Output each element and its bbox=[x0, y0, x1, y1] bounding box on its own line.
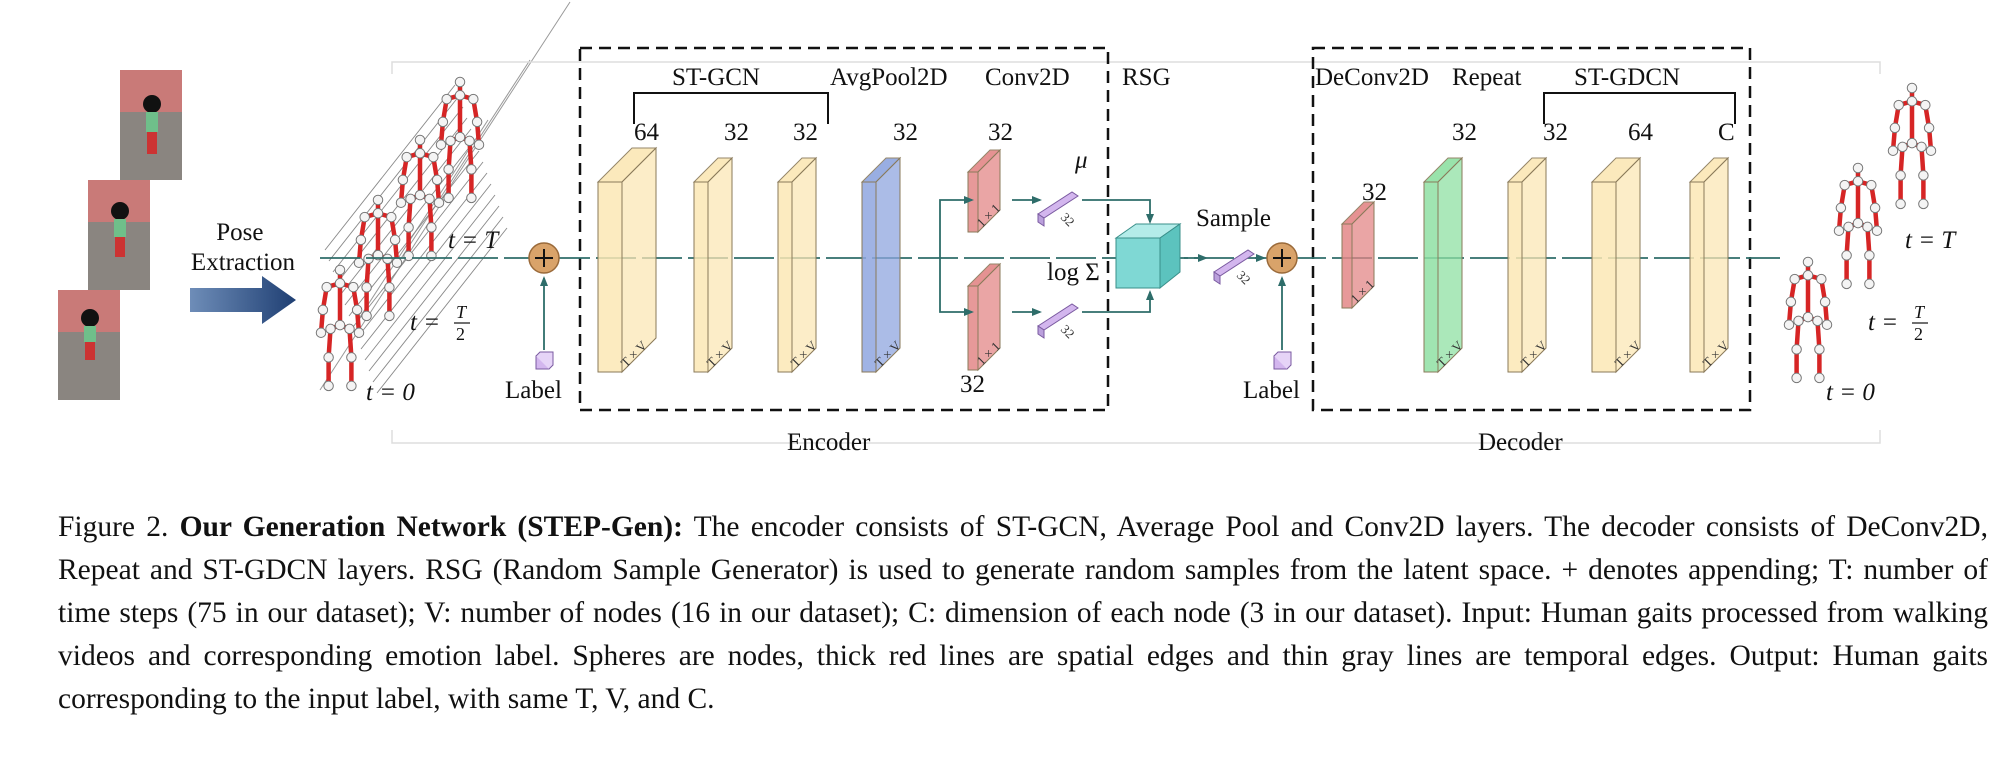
sigma-vector: 32 bbox=[1037, 303, 1079, 342]
svg-text:32: 32 bbox=[1058, 322, 1078, 342]
caption-figure-number: Figure 2. bbox=[58, 511, 180, 543]
encoder-box bbox=[578, 46, 1110, 412]
channel-32-sigma: 32 bbox=[960, 371, 985, 398]
label-cube-decoder bbox=[1273, 351, 1292, 370]
input-skeleton-sequence bbox=[315, 1, 571, 394]
time-label-0-input: t = 0 bbox=[366, 379, 415, 406]
repeat-label: Repeat bbox=[1452, 64, 1521, 91]
append-node-encoder bbox=[528, 242, 560, 274]
log-sigma-label: log Σ bbox=[1047, 259, 1100, 286]
dec-channel-64: 64 bbox=[1628, 119, 1654, 146]
append-node-decoder bbox=[1266, 242, 1298, 274]
label-cube-encoder bbox=[535, 351, 554, 370]
conv2d-label: Conv2D bbox=[985, 64, 1070, 91]
st-gdcn-bracket bbox=[1543, 92, 1736, 124]
mu-label: μ bbox=[1074, 147, 1088, 174]
svg-text:t =: t = bbox=[1868, 309, 1898, 336]
avgpool-label: AvgPool2D bbox=[830, 64, 948, 91]
pose-label-line2: Extraction bbox=[191, 249, 296, 276]
dec-channel-32-gdcn: 32 bbox=[1543, 119, 1568, 146]
sample-label: Sample bbox=[1196, 205, 1271, 232]
st-gdcn-layer-3: T × V bbox=[1688, 156, 1732, 374]
decoder-title: Decoder bbox=[1478, 429, 1563, 456]
figure-caption: Figure 2. Our Generation Network (STEP-G… bbox=[58, 506, 1988, 721]
input-video-frames bbox=[58, 70, 182, 400]
repeat-layer: T × V bbox=[1422, 156, 1466, 374]
conv-layer-sigma: 1 × 1 bbox=[966, 262, 1003, 372]
svg-text:t =: t = bbox=[410, 309, 440, 336]
channel-32-b: 32 bbox=[793, 119, 818, 146]
deconv-layer: 1 × 1 bbox=[1340, 200, 1377, 310]
label-text-encoder: Label bbox=[505, 377, 562, 404]
channel-32-pool: 32 bbox=[893, 119, 918, 146]
st-gcn-label: ST-GCN bbox=[672, 64, 760, 91]
channel-64: 64 bbox=[634, 119, 660, 146]
pose-extraction-arrow bbox=[190, 276, 296, 324]
rsg-cube bbox=[1114, 223, 1182, 290]
output-skeletons bbox=[1783, 82, 1937, 384]
time-label-half-output: t = T 2 bbox=[1868, 302, 1928, 344]
svg-text:T: T bbox=[456, 302, 468, 322]
mu-vector: 32 bbox=[1037, 191, 1079, 230]
pose-label-line1: Pose bbox=[216, 219, 263, 246]
st-gcn-bracket bbox=[633, 92, 829, 124]
pose-extraction-label: Pose Extraction bbox=[191, 219, 296, 276]
svg-text:2: 2 bbox=[1914, 324, 1923, 344]
time-label-0-output: t = 0 bbox=[1826, 379, 1875, 406]
time-label-half-input: t = T 2 bbox=[410, 302, 470, 344]
channel-32-mu: 32 bbox=[988, 119, 1013, 146]
avgpool-layer: T × V bbox=[860, 156, 904, 374]
sample-vector: 32 bbox=[1213, 249, 1255, 288]
dec-channel-32-repeat: 32 bbox=[1452, 119, 1477, 146]
st-gcn-layer-3: T × V bbox=[776, 156, 820, 374]
time-label-T-input: t = T bbox=[448, 227, 500, 254]
svg-text:32: 32 bbox=[1234, 268, 1254, 288]
caption-title: Our Generation Network (STEP-Gen): bbox=[179, 511, 683, 543]
label-text-decoder: Label bbox=[1243, 377, 1300, 404]
network-diagram: Pose Extraction t = T t = T 2 t = 0 ST-G… bbox=[58, 1, 1957, 456]
svg-text:2: 2 bbox=[456, 324, 465, 344]
rsg-label: RSG bbox=[1122, 64, 1171, 91]
decoder-box bbox=[1311, 46, 1752, 412]
dec-channel-32-deconv: 32 bbox=[1362, 179, 1387, 206]
svg-text:T: T bbox=[1914, 302, 1926, 322]
channel-32-a: 32 bbox=[724, 119, 749, 146]
encoder-title: Encoder bbox=[787, 429, 871, 456]
deconv-label: DeConv2D bbox=[1315, 64, 1429, 91]
st-gdcn-layer-2: T × V bbox=[1590, 156, 1644, 374]
st-gdcn-label: ST-GDCN bbox=[1574, 64, 1680, 91]
time-label-T-output: t = T bbox=[1905, 227, 1957, 254]
st-gdcn-layer-1: T × V bbox=[1506, 156, 1550, 374]
st-gcn-layer-2: T × V bbox=[692, 156, 736, 374]
conv-layer-mu: 1 × 1 bbox=[966, 148, 1003, 234]
dec-channel-C: C bbox=[1718, 119, 1735, 146]
encoder-bracket bbox=[391, 61, 1881, 74]
st-gcn-layer-1: T × V bbox=[596, 146, 658, 374]
caption-body: The encoder consists of ST-GCN, Average … bbox=[58, 511, 1988, 715]
svg-text:32: 32 bbox=[1058, 210, 1078, 230]
